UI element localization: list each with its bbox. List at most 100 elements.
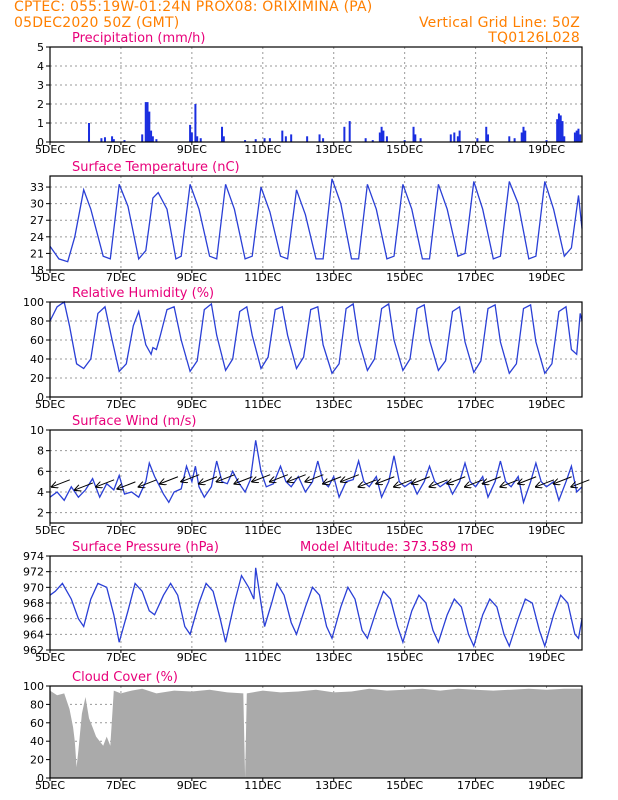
rh-ytick-label-0: 0 [37, 391, 44, 404]
pres-line [49, 567, 583, 649]
pres-ytick-label-3: 968 [23, 597, 44, 610]
precip-bar-2 [103, 137, 106, 142]
rh-ytick-label-1: 20 [30, 372, 44, 385]
wind-ytick-label-3: 8 [37, 445, 44, 458]
precip-bar-3 [111, 136, 114, 142]
precip-bar-50 [513, 138, 516, 142]
precip-bar-53 [524, 130, 527, 142]
wind-vector-0 [52, 479, 70, 487]
pres-ytick-label-5: 972 [23, 566, 44, 579]
precip-bar-16 [196, 136, 199, 142]
precip-xtick-label-1: 7DEC [106, 143, 136, 156]
temp-ytick-label-1: 21 [30, 247, 44, 260]
precip-bar-52 [522, 126, 525, 142]
precip-bar-57 [559, 115, 562, 142]
header-run-id: TQ0126L028 [488, 30, 580, 46]
wind-vector-9 [234, 476, 253, 484]
precip-bar-25 [284, 136, 287, 142]
precip-bar-1 [100, 138, 103, 142]
cloud-ytick-label-1: 20 [30, 754, 44, 767]
wind-line [49, 440, 583, 505]
precip-bar-37 [385, 136, 388, 142]
rh-panel: 0 20 40 60 80 100 5DEC 7DEC 9DEC 11DEC 13DEC 15DEC 1… [23, 286, 583, 411]
precip-bar-7 [144, 102, 147, 142]
precip-bar-24 [281, 130, 284, 142]
precip-bar-58 [561, 121, 564, 142]
header-grid-line-info: Vertical Grid Line: 50Z [418, 15, 580, 31]
precip-bar-62 [577, 128, 580, 142]
cloud-xtick-label-4: 13DEC [315, 779, 352, 792]
wind-vector-5 [160, 476, 179, 484]
precip-bar-9 [148, 111, 151, 142]
temp-xtick-label-0: 5DEC [35, 271, 65, 284]
precip-xtick-label-0: 5DEC [35, 143, 65, 156]
temp-xtick-label-6: 17DEC [457, 271, 494, 284]
cloud-xtick-label-5: 15DEC [386, 779, 423, 792]
precip-bar-29 [322, 138, 325, 142]
rh-xtick-label-1: 7DEC [106, 398, 136, 411]
wind-vector-11 [270, 474, 289, 482]
header-date: 05DEC2020 50Z (GMT) [14, 15, 180, 31]
precip-bar-41 [419, 138, 422, 142]
pres-xtick-label-3: 11DEC [244, 651, 281, 664]
precip-bar-14 [190, 132, 193, 142]
cloud-xtick-label-2: 9DEC [177, 779, 207, 792]
precip-bar-45 [458, 130, 461, 142]
header-line1: CPTEC: 055:19W-01:24N PROX08: ORIXIMINA … [14, 0, 373, 15]
cloud-xtick-label-6: 17DEC [457, 779, 494, 792]
precip-bar-39 [412, 126, 415, 142]
rh-xtick-label-3: 11DEC [244, 398, 281, 411]
wind-vector-25 [518, 476, 537, 484]
wind-title: Surface Wind (m/s) [72, 414, 196, 429]
temp-panel: 18 21 24 27 30 33 5DEC 7DEC 9DEC 11DEC 13DEC 15DEC 1… [30, 160, 583, 284]
precip-bar-55 [556, 119, 559, 142]
wind-vector-21 [447, 476, 466, 484]
wind-ytick-label-4: 10 [30, 424, 44, 437]
precip-bar-40 [414, 134, 417, 142]
rh-xtick-label-5: 15DEC [386, 398, 423, 411]
precip-bar-32 [364, 138, 367, 142]
wind-vector-8 [217, 474, 235, 482]
precip-bar-48 [487, 134, 490, 142]
precip-bar-23 [268, 138, 271, 142]
precip-ytick-label-3: 3 [37, 79, 44, 92]
precip-bar-22 [263, 138, 266, 142]
precip-bar-46 [476, 138, 479, 142]
temp-xtick-label-5: 15DEC [386, 271, 423, 284]
wind-xtick-label-2: 9DEC [177, 524, 207, 537]
wind-vector-16 [359, 479, 377, 487]
temp-xtick-label-1: 7DEC [106, 271, 136, 284]
precip-bar-30 [343, 126, 346, 142]
wind-vector-10 [252, 474, 271, 482]
pres-xtick-label-7: 19DEC [528, 651, 565, 664]
precip-xtick-label-4: 13DEC [315, 143, 352, 156]
wind-vector-12 [288, 474, 306, 482]
pres-ytick-label-2: 966 [23, 613, 44, 626]
wind-vector-27 [554, 476, 572, 484]
wind-ytick-label-1: 4 [37, 486, 44, 499]
rh-ytick-label-3: 60 [30, 334, 44, 347]
wind-vector-19 [412, 476, 430, 484]
precip-bar-44 [456, 136, 459, 142]
temp-frame [49, 175, 583, 271]
precip-bar-38 [403, 140, 406, 142]
wind-vector-28 [571, 479, 590, 487]
wind-vector-14 [323, 476, 342, 484]
cloud-xtick-label-0: 5DEC [35, 779, 65, 792]
wind-vector-2 [96, 479, 115, 487]
pres-xtick-label-0: 5DEC [35, 651, 65, 664]
temp-ytick-label-3: 27 [30, 214, 44, 227]
precip-panel: 0 1 2 3 4 5 5DEC 7DEC 9DEC 11DEC 13DEC 15DEC 17DEC 19… [35, 31, 583, 156]
pres-ytick-label-1: 964 [23, 628, 44, 641]
precip-bar-19 [222, 136, 225, 142]
temp-ytick-label-5: 33 [30, 181, 44, 194]
precip-bar-51 [520, 132, 523, 142]
precip-bar-34 [378, 132, 381, 142]
temp-ytick-label-2: 24 [30, 231, 44, 244]
rh-ytick-label-4: 80 [30, 315, 44, 328]
precip-bar-6 [141, 134, 144, 142]
precip-xtick-label-3: 11DEC [244, 143, 281, 156]
temp-xtick-label-4: 13DEC [315, 271, 352, 284]
precip-bar-60 [573, 132, 576, 142]
